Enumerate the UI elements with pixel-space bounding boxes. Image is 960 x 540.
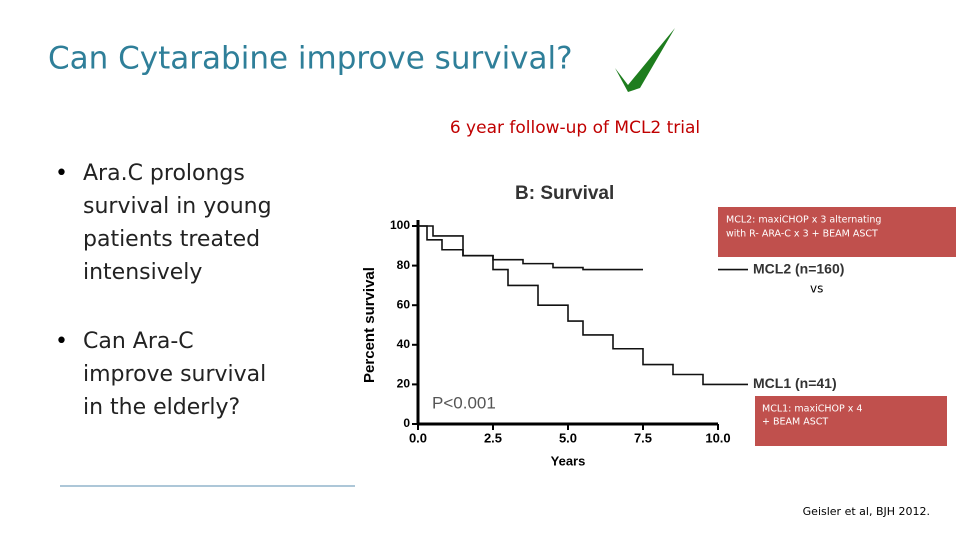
box-bottom-text: MCL1: maxiCHOP x 4 bbox=[762, 404, 862, 415]
y-axis-label: Percent survival bbox=[361, 267, 378, 383]
y-tick-label: 60 bbox=[397, 297, 411, 311]
bullet-line: improve survival bbox=[83, 362, 266, 387]
slide-title: Can Cytarabine improve survival? bbox=[48, 41, 573, 77]
bullet-dot: • bbox=[55, 161, 68, 186]
box-top-text: MCL2: maxiCHOP x 3 alternating bbox=[726, 215, 881, 226]
annotation: P<0.001 bbox=[432, 393, 496, 412]
bullet-line: in the elderly? bbox=[83, 395, 240, 420]
y-tick-label: 20 bbox=[397, 377, 411, 391]
bullet-line: Ara.C prolongs bbox=[83, 161, 245, 186]
bullet-dot: • bbox=[55, 329, 68, 354]
x-tick-label: 2.5 bbox=[484, 430, 502, 445]
box-bottom-text: + BEAM ASCT bbox=[762, 417, 828, 428]
checkmark bbox=[615, 28, 675, 92]
legend-label: MCL2 (n=160) bbox=[753, 260, 844, 276]
bullet-line: survival in young bbox=[83, 194, 272, 219]
box-bottom bbox=[755, 396, 947, 446]
x-axis-label: Years bbox=[551, 453, 586, 468]
survival-curve bbox=[418, 225, 718, 386]
x-tick-label: 10.0 bbox=[705, 430, 730, 445]
x-tick-label: 5.0 bbox=[559, 430, 577, 445]
bullet-line: patients treated bbox=[83, 227, 260, 252]
subtitle: 6 year follow-up of MCL2 trial bbox=[450, 118, 700, 138]
x-tick-label: 7.5 bbox=[634, 430, 652, 445]
y-tick-label: 100 bbox=[390, 218, 410, 232]
chart-title: B: Survival bbox=[515, 183, 614, 204]
bullet-line: intensively bbox=[83, 260, 202, 285]
box-top-text: with R- ARA-C x 3 + BEAM ASCT bbox=[726, 229, 878, 240]
versus: vs bbox=[810, 282, 823, 296]
box-top bbox=[718, 207, 956, 257]
survival-curve bbox=[418, 225, 643, 271]
y-tick-label: 40 bbox=[397, 337, 411, 351]
x-tick-label: 0.0 bbox=[409, 430, 427, 445]
y-tick-label: 0 bbox=[403, 416, 410, 430]
citation: Geisler et al, BJH 2012. bbox=[803, 505, 930, 518]
y-tick-label: 80 bbox=[397, 258, 411, 272]
legend-label: MCL1 (n=41) bbox=[753, 375, 837, 391]
bullet-line: Can Ara-C bbox=[83, 329, 194, 354]
